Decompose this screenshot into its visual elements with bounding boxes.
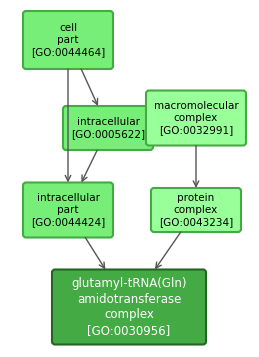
Text: intracellular
part
[GO:0044424]: intracellular part [GO:0044424] [31, 193, 105, 227]
FancyBboxPatch shape [151, 188, 241, 232]
FancyBboxPatch shape [52, 270, 206, 345]
FancyBboxPatch shape [23, 182, 113, 237]
FancyBboxPatch shape [146, 91, 246, 146]
Text: protein
complex
[GO:0043234]: protein complex [GO:0043234] [159, 193, 233, 227]
FancyBboxPatch shape [63, 106, 153, 150]
Text: glutamyl-tRNA(Gln)
amidotransferase
complex
[GO:0030956]: glutamyl-tRNA(Gln) amidotransferase comp… [71, 277, 187, 337]
FancyBboxPatch shape [23, 11, 113, 69]
Text: intracellular
[GO:0005622]: intracellular [GO:0005622] [71, 117, 145, 139]
Text: cell
part
[GO:0044464]: cell part [GO:0044464] [31, 23, 105, 57]
Text: macromolecular
complex
[GO:0032991]: macromolecular complex [GO:0032991] [154, 101, 238, 135]
